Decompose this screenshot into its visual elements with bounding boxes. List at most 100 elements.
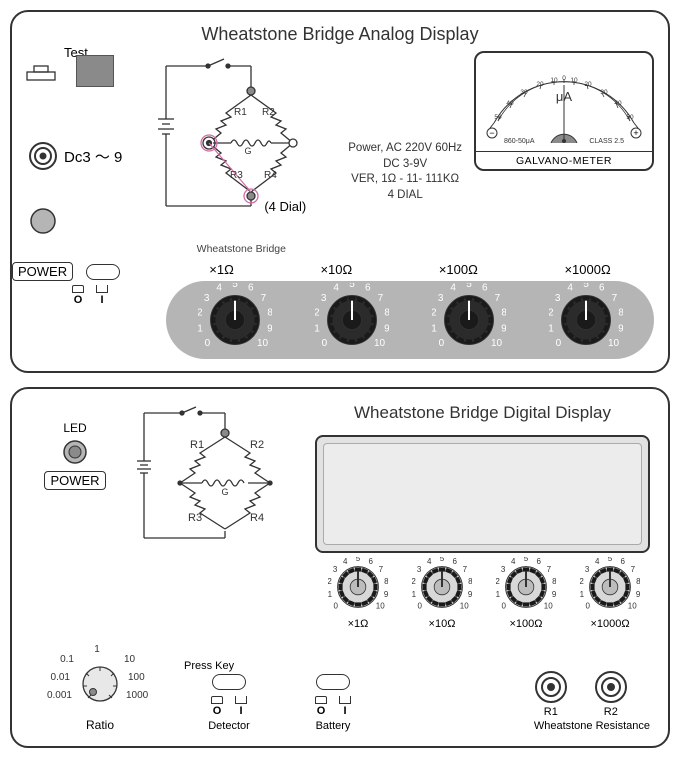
- conn-r1-label: R1: [544, 706, 558, 718]
- svg-text:R4: R4: [250, 512, 264, 524]
- digital-power-label: POWER: [44, 471, 105, 490]
- svg-text:2: 2: [580, 577, 584, 586]
- svg-text:8: 8: [552, 577, 556, 586]
- svg-text:3: 3: [333, 565, 338, 574]
- svg-text:0: 0: [502, 602, 507, 611]
- svg-text:R3: R3: [188, 512, 202, 524]
- svg-text:7: 7: [547, 565, 552, 574]
- svg-text:50: 50: [626, 114, 634, 121]
- four-dial-label: (4 Dial): [264, 199, 306, 214]
- svg-text:4: 4: [427, 557, 432, 566]
- svg-text:4: 4: [343, 557, 348, 566]
- svg-text:8: 8: [384, 308, 389, 319]
- port-gray[interactable]: [28, 206, 58, 241]
- svg-text:2: 2: [315, 308, 320, 319]
- svg-text:10: 10: [257, 338, 269, 349]
- svg-text:0: 0: [204, 338, 210, 349]
- svg-text:1: 1: [549, 324, 554, 335]
- analog-panel: Wheatstone Bridge Analog Display Test Dc…: [10, 10, 670, 373]
- svg-text:2: 2: [549, 308, 554, 319]
- dc-label: Dc3 ～ 9: [64, 146, 122, 167]
- svg-text:10: 10: [608, 338, 620, 349]
- wheatstone-resistance-label: Wheatstone Resistance: [534, 720, 650, 732]
- digital-bridge-diagram: R1 R2 R3 R4 G: [130, 403, 305, 553]
- svg-text:6: 6: [452, 557, 457, 566]
- svg-text:R2: R2: [250, 439, 264, 451]
- svg-text:0.001: 0.001: [47, 690, 72, 701]
- svg-text:3: 3: [554, 293, 560, 304]
- svg-text:40: 40: [506, 100, 514, 107]
- svg-text:8: 8: [636, 577, 640, 586]
- power-label: POWER: [12, 262, 73, 281]
- analog-dial-1[interactable]: 012345678910: [198, 283, 272, 357]
- svg-text:5: 5: [232, 283, 238, 290]
- galvanometer: 5040 3020 100 1020 3040 50: [474, 51, 654, 256]
- svg-text:2: 2: [496, 577, 500, 586]
- digital-dial-3[interactable]: 012345678910: [496, 557, 556, 617]
- svg-text:3: 3: [203, 293, 209, 304]
- svg-text:5: 5: [583, 283, 589, 290]
- spec-power: Power, AC 220V 60Hz: [344, 141, 466, 157]
- led-indicator: [30, 439, 120, 465]
- svg-text:5: 5: [466, 283, 472, 290]
- connector-r2[interactable]: [594, 670, 628, 704]
- svg-text:7: 7: [377, 293, 383, 304]
- test-toggle-icon: [26, 63, 58, 90]
- svg-text:10: 10: [628, 602, 637, 611]
- svg-text:0: 0: [586, 602, 591, 611]
- svg-text:9: 9: [552, 590, 556, 599]
- analog-bridge-diagram: R1 R2 R3 R4 G Wheatstone Bridge (4 Dial): [146, 51, 336, 256]
- battery-rocker[interactable]: [316, 674, 350, 690]
- connector-r1[interactable]: [534, 670, 568, 704]
- meter-label: GALVANO-METER: [476, 151, 652, 170]
- test-button[interactable]: [76, 55, 114, 87]
- detector-group: Press Key O I Detector: [184, 660, 274, 732]
- svg-text:6: 6: [599, 283, 605, 294]
- svg-text:0.01: 0.01: [51, 672, 71, 683]
- analog-title: Wheatstone Bridge Analog Display: [26, 24, 654, 45]
- power-switch-group: POWER O I: [12, 262, 157, 306]
- lcd-display: [315, 435, 650, 553]
- svg-text:5: 5: [440, 557, 445, 563]
- svg-text:1: 1: [412, 590, 417, 599]
- wheatstone-resistance-group: R1 R2 Wheatstone Resistance: [534, 670, 650, 732]
- bridge-r2-label: R2: [262, 107, 275, 118]
- svg-text:5: 5: [356, 557, 361, 563]
- digital-dial-4[interactable]: 012345678910: [580, 557, 640, 617]
- svg-text:6: 6: [536, 557, 541, 566]
- dial-label-4: ×1000Ω: [564, 262, 610, 277]
- svg-text:4: 4: [216, 283, 222, 294]
- svg-text:9: 9: [501, 324, 506, 335]
- digital-dial-1[interactable]: 012345678910: [328, 557, 388, 617]
- svg-text:2: 2: [198, 308, 203, 319]
- svg-text:1: 1: [580, 590, 585, 599]
- svg-text:5: 5: [349, 283, 355, 290]
- analog-dial-4[interactable]: 012345678910: [549, 283, 623, 357]
- power-rocker[interactable]: [86, 264, 120, 280]
- svg-text:G: G: [221, 487, 228, 497]
- detector-rocker[interactable]: [212, 674, 246, 690]
- svg-text:0: 0: [438, 338, 444, 349]
- svg-text:1: 1: [432, 324, 437, 335]
- svg-text:9: 9: [384, 324, 389, 335]
- dial-label-2: ×10Ω: [320, 262, 352, 277]
- svg-text:4: 4: [450, 283, 456, 294]
- svg-text:3: 3: [585, 565, 590, 574]
- bridge-r4-label: R4: [264, 170, 277, 181]
- svg-text:6: 6: [368, 557, 373, 566]
- analog-dial-bar: 012345678910 012345678910 012345678910 0…: [166, 281, 654, 359]
- digital-dial-2[interactable]: 012345678910: [412, 557, 472, 617]
- digital-dials-row: 012345678910 ×1Ω 012345678910 ×10Ω 01234…: [30, 557, 650, 630]
- svg-text:0: 0: [321, 338, 327, 349]
- port-dc[interactable]: [28, 141, 58, 176]
- svg-text:10: 10: [491, 338, 503, 349]
- battery-group: O I Battery: [288, 658, 378, 732]
- analog-dial-2[interactable]: 012345678910: [315, 283, 389, 357]
- bridge-r3-label: R3: [230, 170, 243, 181]
- svg-text:7: 7: [494, 293, 500, 304]
- svg-text:2: 2: [328, 577, 332, 586]
- svg-text:8: 8: [267, 308, 272, 319]
- svg-text:10: 10: [376, 602, 385, 611]
- analog-dial-3[interactable]: 012345678910: [432, 283, 506, 357]
- spec-dc: DC 3-9V: [344, 157, 466, 173]
